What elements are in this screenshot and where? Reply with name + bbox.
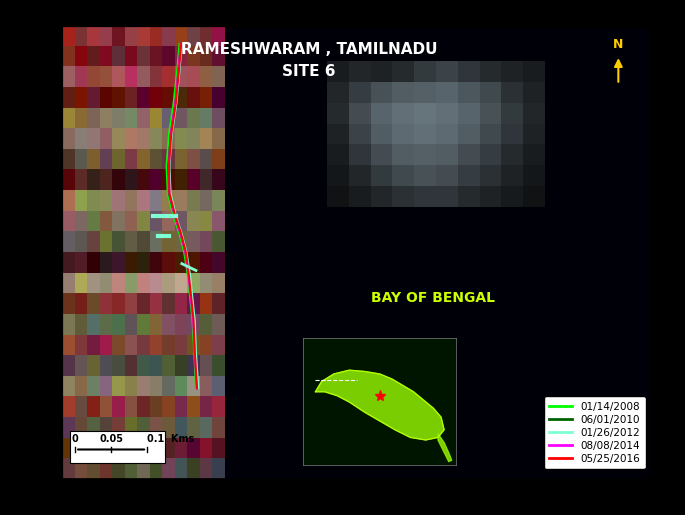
Bar bbox=[71, 432, 164, 463]
Text: 0.1  Kms: 0.1 Kms bbox=[147, 434, 195, 444]
Text: 0: 0 bbox=[72, 434, 79, 444]
Text: BAY OF BENGAL: BAY OF BENGAL bbox=[371, 290, 495, 305]
Text: SITE 6: SITE 6 bbox=[282, 64, 336, 79]
Text: RAMESHWARAM , TAMILNADU: RAMESHWARAM , TAMILNADU bbox=[181, 42, 437, 57]
Text: 0.05: 0.05 bbox=[99, 434, 123, 444]
Legend: 01/14/2008, 06/01/2010, 01/26/2012, 08/08/2014, 05/25/2016: 01/14/2008, 06/01/2010, 01/26/2012, 08/0… bbox=[544, 397, 645, 469]
Text: N: N bbox=[613, 38, 623, 50]
